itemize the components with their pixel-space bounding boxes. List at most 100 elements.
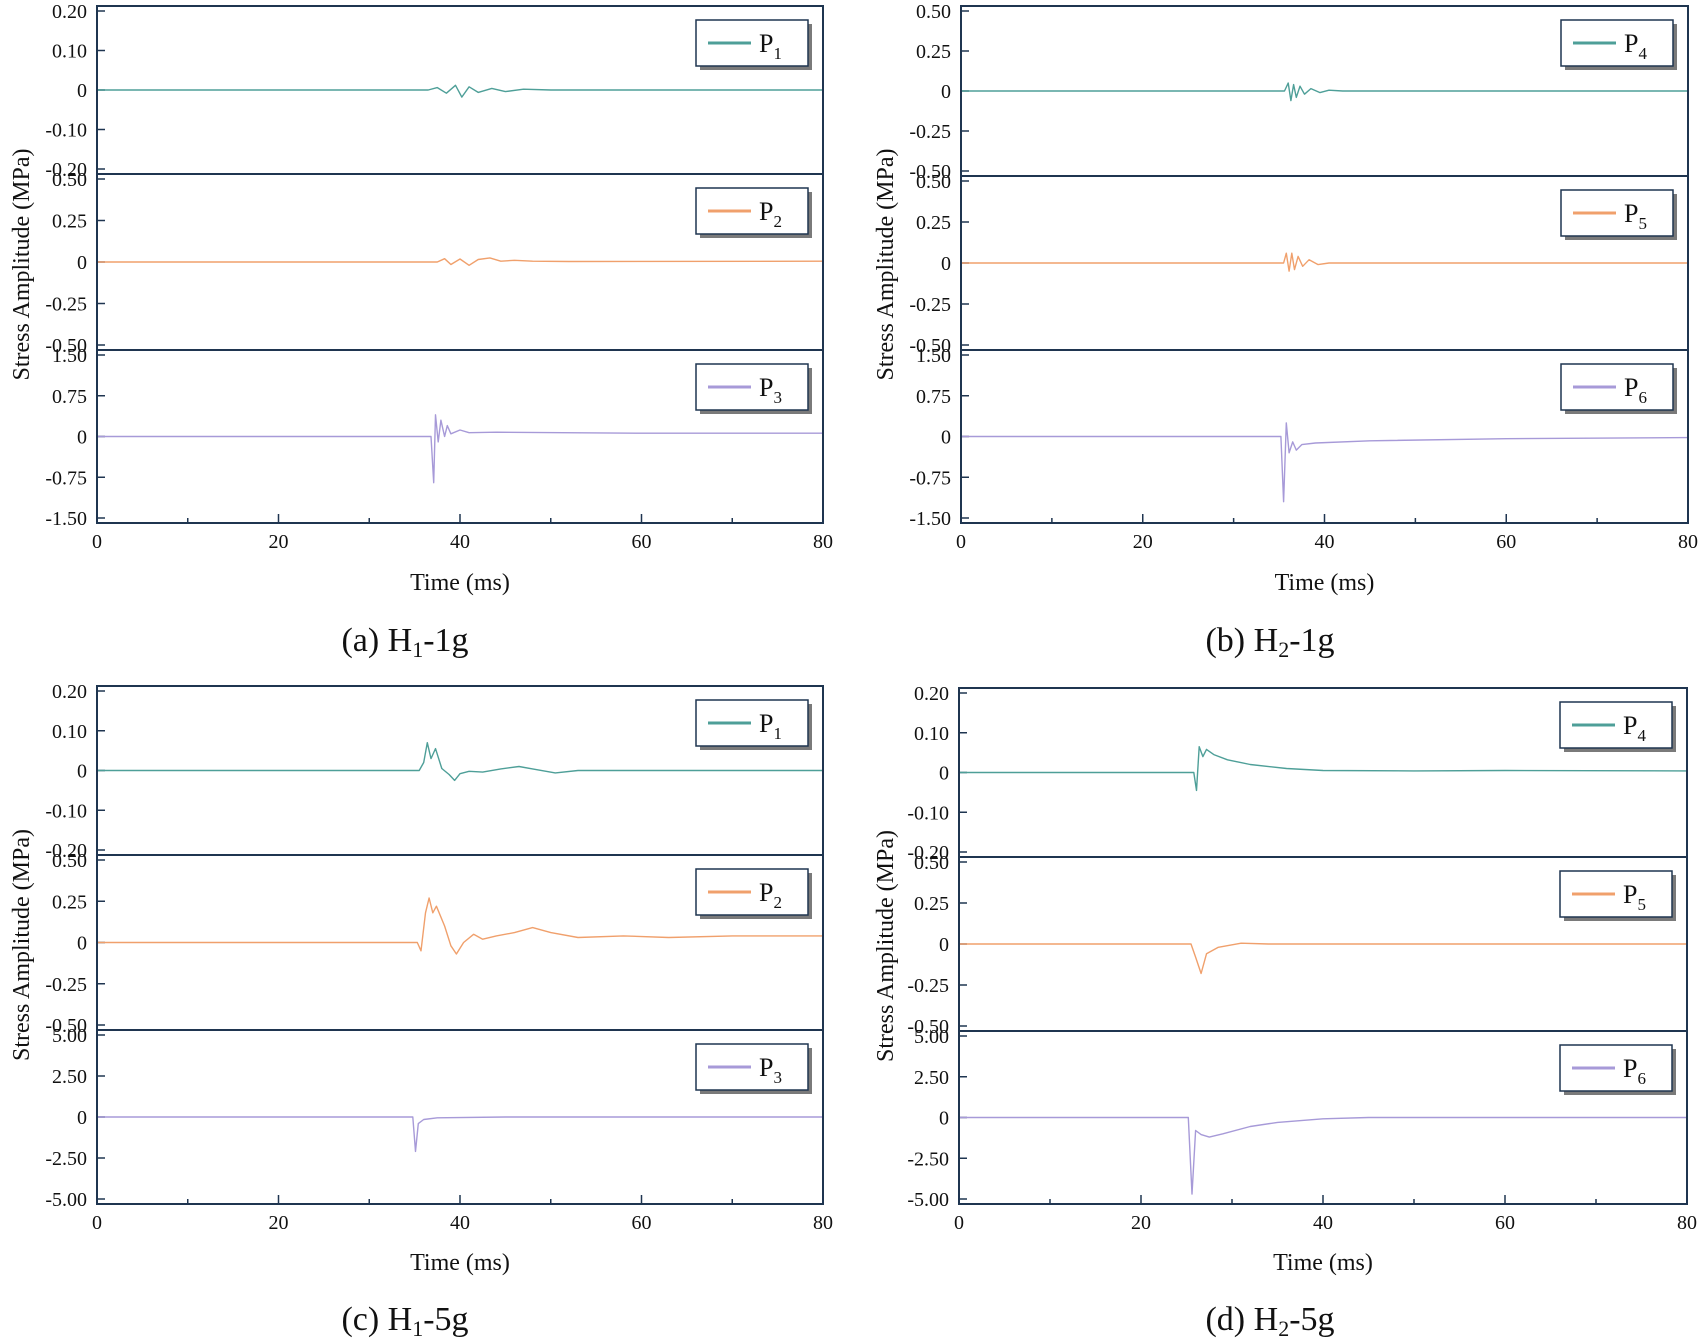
panel-caption: (a) H1-1g	[341, 622, 468, 662]
legend-p3: P3	[695, 1043, 812, 1094]
y-tick-label: -0.10	[45, 120, 87, 142]
y-tick-label: 0	[77, 933, 87, 955]
subplot-p4: 0.20 0.10 0 -0.10 -0.20 P4	[907, 683, 1688, 864]
y-tick-label: -0.25	[909, 294, 951, 316]
y-axis-title: Stress Amplitude (MPa)	[9, 149, 35, 381]
x-axis-title: Time (ms)	[410, 1250, 510, 1276]
x-tick-label: 20	[1131, 1212, 1151, 1234]
x-tick-label: 80	[813, 531, 833, 553]
y-tick-label: 5.00	[914, 1026, 949, 1048]
series-line-p4	[959, 746, 1688, 792]
y-tick-label: 0	[941, 81, 951, 103]
y-tick-label: 0	[939, 763, 949, 785]
y-tick-label: 1.50	[916, 345, 951, 367]
plot-frame	[960, 5, 1689, 524]
y-tick-label: 0	[77, 1107, 87, 1129]
x-tick-label: 40	[1315, 531, 1335, 553]
legend-label: P2	[759, 197, 782, 231]
plot-frame	[96, 685, 824, 1205]
x-axis-title: Time (ms)	[1275, 570, 1375, 596]
y-tick-label: -0.75	[45, 467, 87, 489]
y-tick-label: 0.25	[916, 41, 951, 63]
y-tick-label: -0.20	[45, 840, 87, 862]
series-line-p2	[97, 897, 823, 955]
x-tick-label: 40	[450, 1212, 470, 1234]
y-tick-label: -1.50	[909, 508, 951, 530]
x-axis-title: Time (ms)	[1273, 1250, 1373, 1276]
x-tick-label: 0	[954, 1212, 964, 1234]
series-line-p3	[97, 1116, 823, 1153]
chart-panel-c: 0.20 0.10 0 -0.10 -0.20 P1 0.50 0.25 0 -0.25 -0.50…	[9, 681, 833, 1341]
subplot-p1: 0.20 0.10 0 -0.10 -0.20 P1	[45, 1, 823, 181]
y-tick-label: 0	[939, 934, 949, 956]
legend-p2: P2	[695, 868, 812, 919]
subplot-p2: 0.50 0.25 0 -0.25 -0.50 P2	[45, 169, 824, 357]
y-tick-label: 0	[941, 253, 951, 275]
legend-label: P5	[1624, 199, 1647, 233]
y-tick-label: -2.50	[45, 1148, 87, 1170]
legend-label: P4	[1623, 711, 1646, 745]
legend-label: P5	[1623, 880, 1646, 914]
x-tick-label: 60	[632, 531, 652, 553]
y-tick-label: -0.25	[909, 121, 951, 143]
y-tick-label: 2.50	[914, 1067, 949, 1089]
x-tick-label: 80	[1678, 531, 1698, 553]
y-tick-label: 0.75	[52, 386, 87, 408]
y-tick-label: -0.25	[45, 974, 87, 996]
y-tick-label: 0.50	[916, 171, 951, 193]
x-tick-label: 20	[1133, 531, 1153, 553]
y-tick-label: -2.50	[907, 1148, 949, 1170]
x-tick-label: 60	[1496, 531, 1516, 553]
series-line-p5	[961, 252, 1688, 272]
y-tick-label: -5.00	[907, 1189, 949, 1211]
y-tick-label: 2.50	[52, 1066, 87, 1088]
subplot-p6: 5.00 2.50 0 -2.50 -5.00 P6	[907, 1026, 1687, 1211]
y-tick-label: 0.50	[914, 852, 949, 874]
plot-frame	[96, 5, 824, 524]
series-line-p1	[97, 84, 823, 98]
panel-caption: (c) H1-5g	[341, 1301, 468, 1341]
y-tick-label: -0.50	[45, 335, 87, 357]
subplot-p6: 1.50 0.75 0 -0.75 -1.50 P6	[909, 345, 1689, 530]
y-tick-label: 0.10	[52, 721, 87, 743]
y-tick-label: 0.50	[52, 850, 87, 872]
y-tick-label: -0.50	[45, 1015, 87, 1037]
y-tick-label: 0.10	[52, 41, 87, 63]
panel-caption: (b) H2-1g	[1205, 622, 1334, 662]
y-tick-label: -0.50	[909, 161, 951, 183]
subplot-p3: 5.00 2.50 0 -2.50 -5.00 P3	[45, 1025, 823, 1211]
legend-label: P1	[759, 709, 782, 743]
series-line-p2	[97, 257, 824, 266]
y-tick-label: -0.20	[45, 159, 87, 181]
legend-label: P1	[759, 29, 782, 63]
x-tick-label: 0	[92, 1212, 102, 1234]
series-line-p4	[961, 82, 1688, 102]
series-line-p6	[961, 422, 1689, 503]
chart-panel-d: 0.20 0.10 0 -0.10 -0.20 P4 0.50 0.25 0 -0.25 -0.50…	[873, 683, 1697, 1341]
legend-label: P3	[759, 373, 782, 407]
y-tick-label: -1.50	[45, 508, 87, 530]
y-tick-label: 0.20	[52, 1, 87, 23]
subplot-p1: 0.20 0.10 0 -0.10 -0.20 P1	[45, 681, 823, 862]
chart-panel-b: 0.50 0.25 0 -0.25 -0.50 P4 0.50 0.25 0 -0.25 -0.50…	[873, 1, 1698, 662]
y-tick-label: 0.50	[52, 169, 87, 191]
x-tick-label: 60	[1495, 1212, 1515, 1234]
y-tick-label: 0	[77, 80, 87, 102]
legend-p2: P2	[695, 187, 812, 238]
y-axis-title: Stress Amplitude (MPa)	[873, 149, 899, 381]
legend-p1: P1	[695, 19, 812, 70]
y-tick-label: 0	[941, 427, 951, 449]
y-tick-label: -0.25	[907, 975, 949, 997]
series-line-p5	[959, 942, 1687, 975]
subplot-p4: 0.50 0.25 0 -0.25 -0.50 P4	[909, 1, 1688, 183]
legend-p6: P6	[1559, 1044, 1676, 1095]
y-tick-label: 0.25	[52, 211, 87, 233]
y-tick-label: 5.00	[52, 1025, 87, 1047]
legend-box	[1559, 701, 1673, 749]
y-tick-label: 1.50	[52, 345, 87, 367]
legend-label: P6	[1624, 373, 1647, 407]
y-axis-title: Stress Amplitude (MPa)	[873, 830, 899, 1062]
y-tick-label: -0.75	[909, 467, 951, 489]
x-tick-label: 60	[632, 1212, 652, 1234]
